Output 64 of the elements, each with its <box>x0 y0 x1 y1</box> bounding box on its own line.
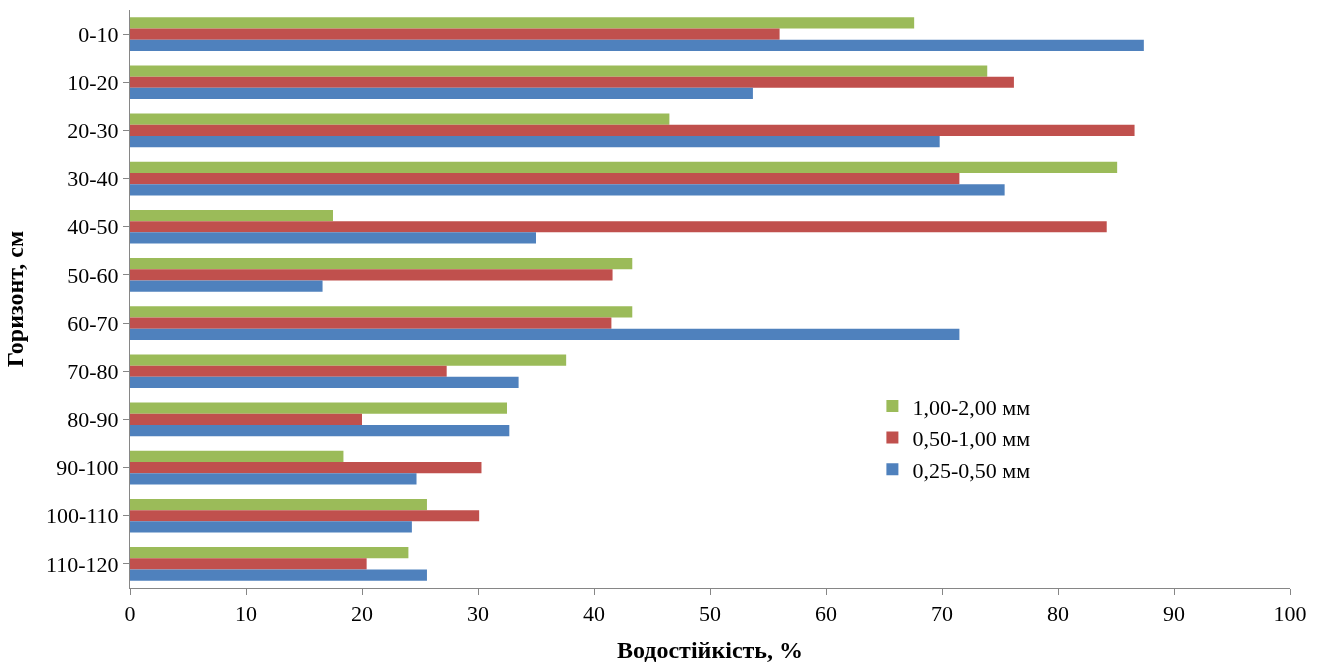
bar <box>130 365 447 377</box>
bar <box>130 113 670 125</box>
bar <box>130 558 367 570</box>
y-tick-label: 30-40 <box>67 166 119 192</box>
x-tick-label: 80 <box>1047 601 1069 627</box>
bar <box>130 232 536 244</box>
x-tick-label: 0 <box>124 601 136 627</box>
y-tick-label: 90-100 <box>56 455 119 481</box>
bar <box>130 280 323 292</box>
y-tick-label: 70-80 <box>67 358 119 384</box>
y-axis-title: Горизонт, см <box>2 230 29 368</box>
bar <box>130 221 1107 233</box>
bar <box>130 547 409 559</box>
bar <box>130 65 988 77</box>
x-tick-label: 100 <box>1273 601 1307 627</box>
bar <box>130 450 344 462</box>
bar <box>130 317 612 329</box>
legend-label: 0,50-1,00 мм <box>912 426 1031 452</box>
bar <box>130 136 940 148</box>
bar <box>130 521 412 533</box>
y-tick-label: 50-60 <box>67 262 119 288</box>
bar <box>130 498 427 511</box>
bar <box>130 39 1144 51</box>
bar <box>130 161 1118 173</box>
x-tick-label: 90 <box>1163 601 1185 627</box>
bar <box>130 354 567 366</box>
bar <box>130 184 1005 196</box>
bar <box>130 510 480 522</box>
bar <box>130 269 613 281</box>
legend-label: 1,00-2,00 мм <box>912 394 1031 420</box>
x-tick-label: 20 <box>351 601 373 627</box>
x-tick-label: 70 <box>931 601 953 627</box>
x-tick-label: 60 <box>815 601 837 627</box>
y-tick-label: 110-120 <box>46 551 119 577</box>
y-tick-label: 20-30 <box>67 118 119 144</box>
y-tick-label: 40-50 <box>67 214 119 240</box>
bar <box>130 569 427 581</box>
x-tick-label: 30 <box>467 601 489 627</box>
bar <box>130 172 960 185</box>
bar <box>130 328 960 340</box>
bar <box>130 28 780 40</box>
x-tick-label: 40 <box>583 601 605 627</box>
bar <box>130 209 333 222</box>
legend-label: 0,25-0,50 мм <box>912 457 1031 483</box>
bar <box>130 402 507 414</box>
bar <box>130 87 753 100</box>
y-tick-label: 80-90 <box>67 407 119 433</box>
x-tick-label: 10 <box>235 601 257 627</box>
bar <box>130 124 1135 137</box>
x-axis-title: Водостійкість, % <box>616 636 804 663</box>
y-tick-label: 60-70 <box>67 310 119 336</box>
bar <box>130 76 1014 88</box>
bar <box>130 461 482 474</box>
bar <box>130 306 633 318</box>
bar <box>130 425 510 437</box>
bar <box>130 17 915 29</box>
x-tick-label: 50 <box>699 601 721 627</box>
y-tick-label: 10-20 <box>67 69 119 95</box>
bar <box>130 258 633 270</box>
bar <box>130 376 519 389</box>
bar <box>130 473 417 485</box>
y-tick-label: 0-10 <box>78 21 119 47</box>
y-tick-label: 100-110 <box>46 503 119 529</box>
bar <box>130 413 362 426</box>
